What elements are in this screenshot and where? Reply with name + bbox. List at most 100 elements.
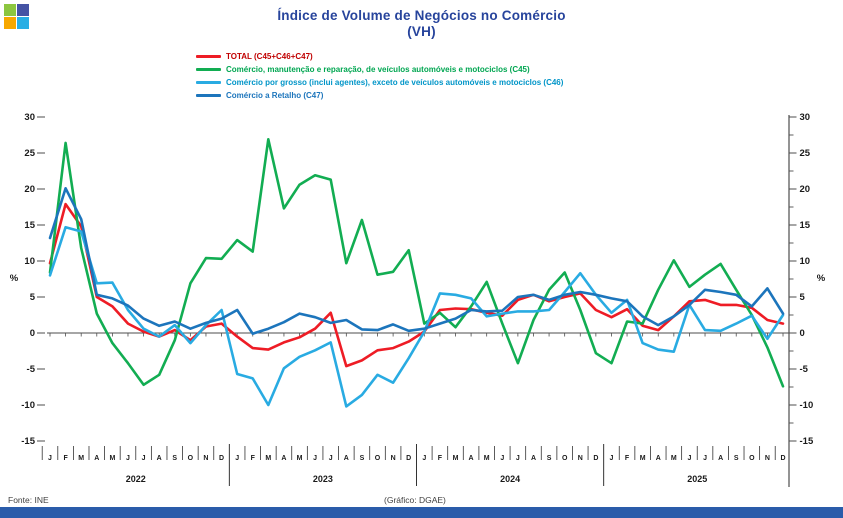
month-label: S <box>172 455 177 462</box>
left-tick-label: 0 <box>30 328 35 339</box>
month-label: M <box>640 455 646 462</box>
page-subtitle: (VH) <box>407 23 436 39</box>
right-tick-label: -5 <box>800 364 809 375</box>
legend-item-c47: Comércio a Retalho (C47) <box>196 89 563 102</box>
month-label: J <box>313 455 317 462</box>
month-label: N <box>578 455 583 462</box>
logo-square <box>4 4 16 16</box>
month-label: N <box>391 455 396 462</box>
left-axis-unit: % <box>10 273 19 284</box>
year-label: 2024 <box>500 474 520 484</box>
month-label: S <box>547 455 552 462</box>
right-tick-label: 10 <box>800 256 811 267</box>
month-label: F <box>438 455 443 462</box>
month-label: M <box>453 455 459 462</box>
month-label: M <box>484 455 490 462</box>
right-tick-label: -15 <box>800 436 814 447</box>
logo-square <box>17 17 29 29</box>
left-tick-label: -10 <box>21 400 35 411</box>
year-label: 2023 <box>313 474 333 484</box>
month-label: O <box>375 455 381 462</box>
legend-label-total: TOTAL (C45+C46+C47) <box>226 52 313 61</box>
legend-label-c47: Comércio a Retalho (C47) <box>226 91 324 100</box>
credit-note: (Gráfico: DGAE) <box>384 495 446 505</box>
left-tick-label: 5 <box>30 292 36 303</box>
right-tick-label: 5 <box>800 292 806 303</box>
bottom-accent-bar <box>0 507 843 518</box>
month-label: D <box>219 455 224 462</box>
month-label: D <box>406 455 411 462</box>
left-tick-label: 20 <box>24 184 35 195</box>
legend-label-c46: Comércio por grosso (inclui agentes), ex… <box>226 78 564 87</box>
right-axis-unit: % <box>817 273 826 284</box>
month-label: A <box>531 455 536 462</box>
month-label: M <box>297 455 303 462</box>
month-label: S <box>360 455 365 462</box>
left-tick-label: 30 <box>24 112 35 123</box>
month-label: A <box>94 455 99 462</box>
series-line-total <box>48 202 785 368</box>
month-label: A <box>469 455 474 462</box>
month-label: J <box>329 455 333 462</box>
left-tick-label: -5 <box>27 364 36 375</box>
legend-item-c45: Comércio, manutenção e reparação, de veí… <box>196 63 563 76</box>
month-label: J <box>126 455 130 462</box>
month-label: J <box>422 455 426 462</box>
legend-swatch-total <box>196 55 221 58</box>
month-label: J <box>516 455 520 462</box>
month-label: A <box>656 455 661 462</box>
month-label: M <box>78 455 84 462</box>
right-tick-label: -10 <box>800 400 814 411</box>
right-tick-label: 15 <box>800 220 811 231</box>
chart-legend: TOTAL (C45+C46+C47) Comércio, manutenção … <box>196 50 563 102</box>
right-tick-label: 0 <box>800 328 805 339</box>
legend-swatch-c46 <box>196 81 221 84</box>
month-label: J <box>142 455 146 462</box>
right-tick-label: 25 <box>800 148 811 159</box>
month-label: N <box>765 455 770 462</box>
month-label: M <box>671 455 677 462</box>
month-label: O <box>562 455 568 462</box>
legend-item-total: TOTAL (C45+C46+C47) <box>196 50 563 63</box>
month-label: F <box>63 455 68 462</box>
chart-title-block: Índice de Volume de Negócios no Comércio… <box>0 8 843 39</box>
month-label: J <box>610 455 614 462</box>
month-label: O <box>188 455 194 462</box>
series-line-c45 <box>48 138 785 388</box>
left-tick-label: 15 <box>24 220 35 231</box>
month-label: M <box>109 455 115 462</box>
month-label: J <box>235 455 239 462</box>
legend-label-c45: Comércio, manutenção e reparação, de veí… <box>226 65 530 74</box>
month-label: A <box>344 455 349 462</box>
left-tick-label: -15 <box>21 436 35 447</box>
dgae-logo <box>4 4 30 30</box>
logo-square <box>4 17 16 29</box>
logo-square <box>17 4 29 16</box>
month-label: J <box>500 455 504 462</box>
year-label: 2022 <box>126 474 146 484</box>
month-label: A <box>157 455 162 462</box>
month-label: J <box>687 455 691 462</box>
legend-swatch-c47 <box>196 94 221 97</box>
series-line-c46 <box>48 225 785 408</box>
month-label: S <box>734 455 739 462</box>
left-tick-label: 10 <box>24 256 35 267</box>
year-label: 2025 <box>687 474 707 484</box>
month-label: F <box>625 455 630 462</box>
left-tick-label: 25 <box>24 148 35 159</box>
right-tick-label: 20 <box>800 184 811 195</box>
right-tick-label: 30 <box>800 112 811 123</box>
page-title: Índice de Volume de Negócios no Comércio <box>277 8 566 23</box>
month-label: A <box>281 455 286 462</box>
month-label: F <box>251 455 256 462</box>
month-label: D <box>593 455 598 462</box>
month-label: M <box>265 455 271 462</box>
month-label: O <box>749 455 755 462</box>
series-line-c47 <box>48 187 785 336</box>
month-label: J <box>48 455 52 462</box>
source-note: Fonte: INE <box>8 495 49 505</box>
month-label: A <box>718 455 723 462</box>
month-label: J <box>703 455 707 462</box>
